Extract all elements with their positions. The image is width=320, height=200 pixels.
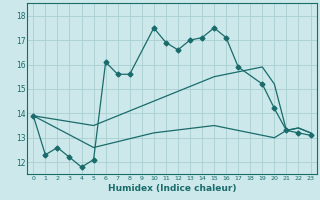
- X-axis label: Humidex (Indice chaleur): Humidex (Indice chaleur): [108, 184, 236, 193]
